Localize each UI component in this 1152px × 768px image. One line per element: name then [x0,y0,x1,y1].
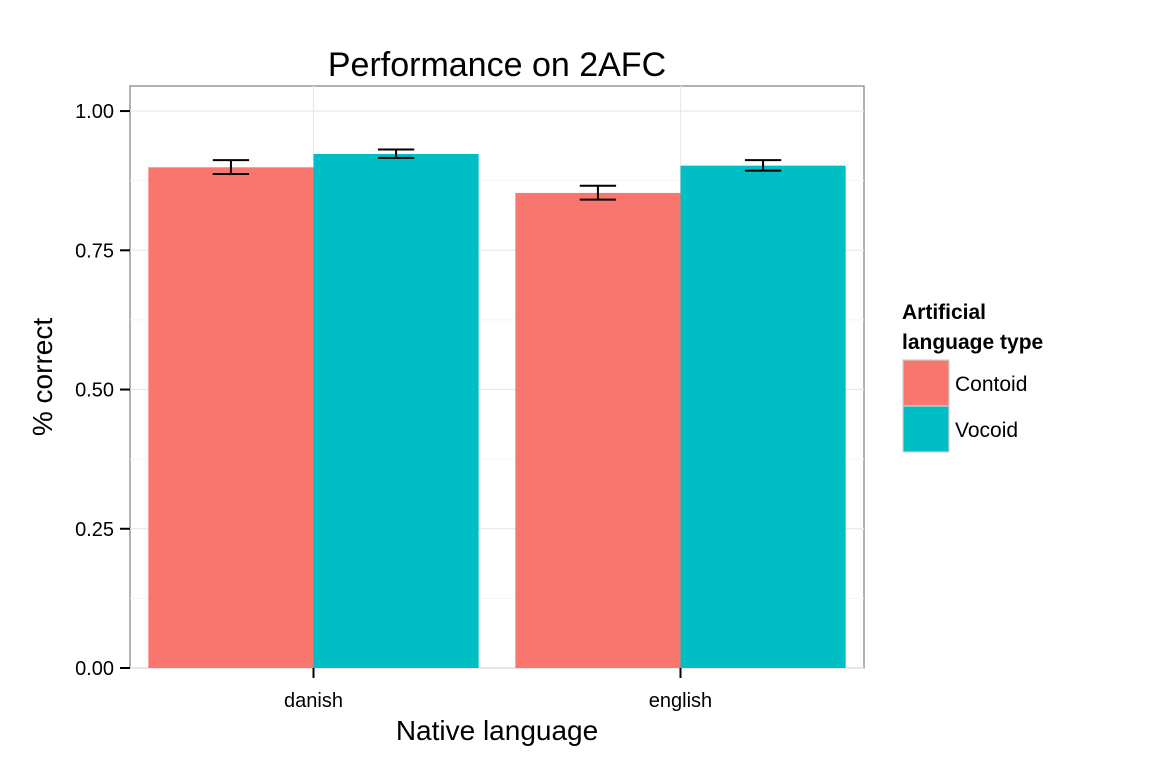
y-tick-label-0.50: 0.50 [75,380,114,402]
legend: Artificial language type Contoid Vocoid [902,301,1043,453]
bars-layer [148,153,846,669]
legend-swatch-contoid [902,359,950,407]
legend-swatch-vocoid [902,405,950,453]
chart-title: Performance on 2AFC [328,46,666,84]
x-axis-title: Native language [396,715,598,746]
y-tick-label-1.00: 1.00 [75,101,114,123]
bar-danish-vocoid [313,153,479,668]
bar-english-contoid [515,192,681,668]
y-axis-title: % correct [27,318,58,436]
error-bars-layer [212,148,782,201]
legend-title-line-1: Artificial [902,301,986,324]
y-tick-label-0.75: 0.75 [75,240,114,262]
legend-title-line-2: language type [902,331,1043,354]
legend-label-vocoid: Vocoid [955,419,1018,442]
bar-danish-contoid [148,167,314,668]
y-tick-label-0.00: 0.00 [75,658,114,680]
x-tick-label-english: english [649,690,712,712]
axes-layer: danish english 0.00 0.25 0.50 0.75 1.00 [75,101,712,712]
x-tick-label-danish: danish [284,690,343,712]
bar-english-vocoid [680,165,846,669]
y-tick-label-0.25: 0.25 [75,519,114,541]
legend-label-contoid: Contoid [955,373,1027,396]
